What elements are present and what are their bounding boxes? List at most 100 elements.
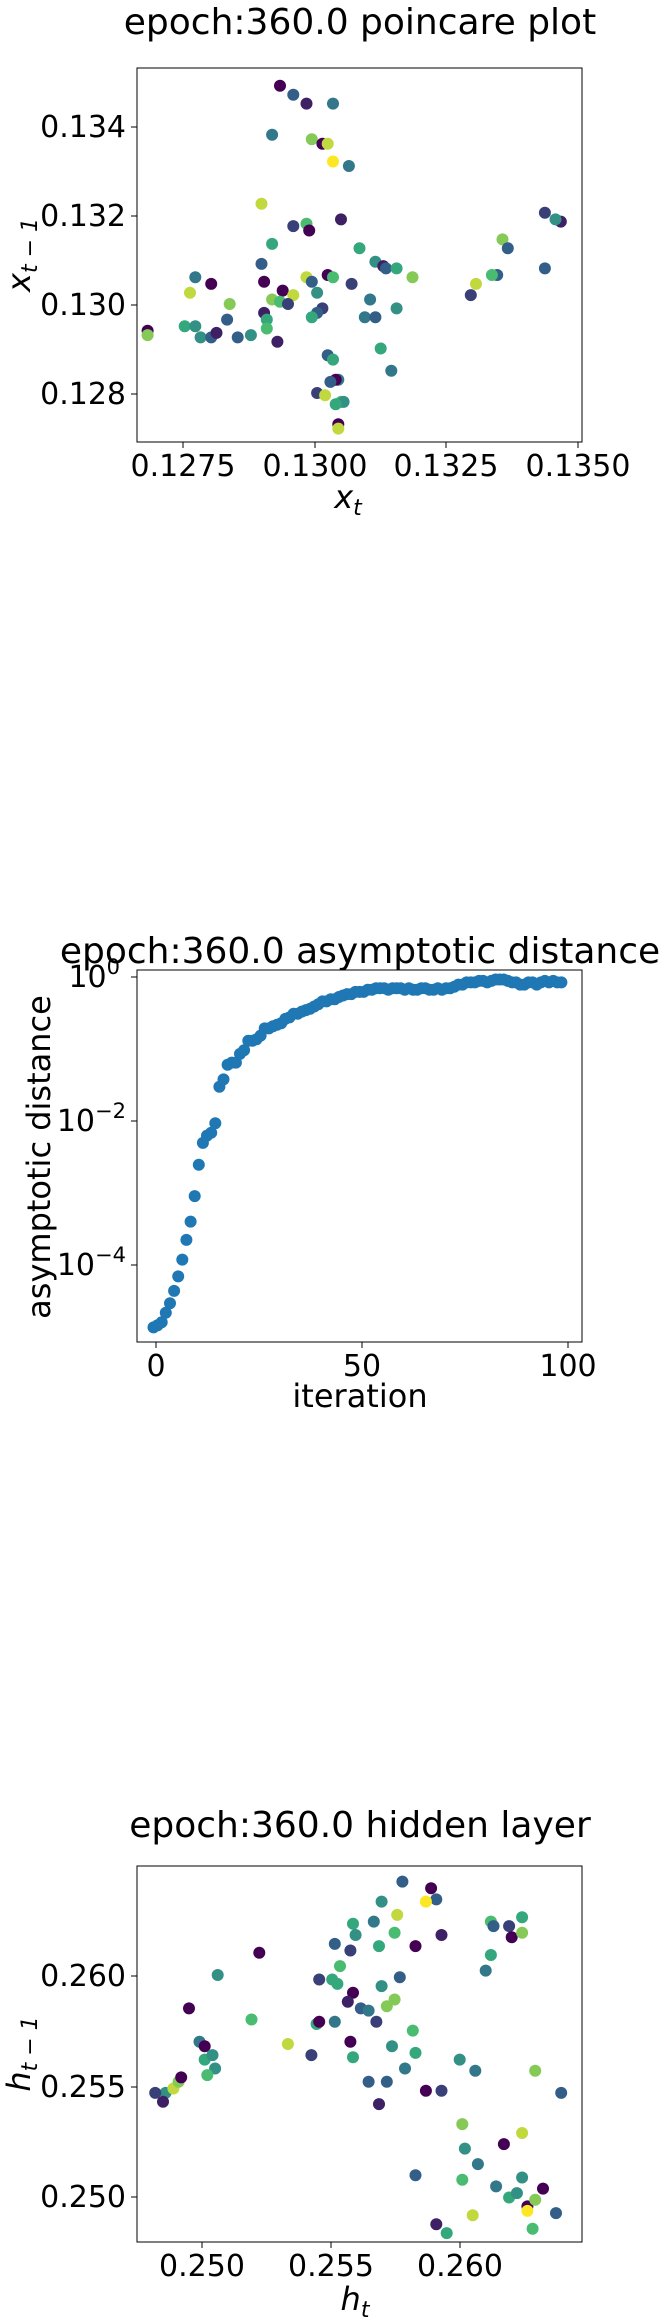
hidden-point xyxy=(516,1926,529,1939)
poincare-point xyxy=(255,197,268,210)
poincare-point xyxy=(178,320,191,333)
hidden-point xyxy=(516,1911,529,1924)
hidden-point xyxy=(406,2024,419,2037)
hidden-point xyxy=(490,2180,503,2193)
poincare-point xyxy=(194,331,207,344)
poincare-xtick-label: 0.1275 xyxy=(131,449,236,484)
hidden-point xyxy=(458,2142,471,2155)
poincare-ytick-label: 0.132 xyxy=(40,199,126,234)
poincare-plot-area xyxy=(136,67,583,443)
hidden-point xyxy=(550,2207,562,2220)
poincare-point xyxy=(485,269,498,281)
poincare-ytick-label: 0.134 xyxy=(40,110,126,145)
asymptotic-point xyxy=(209,1117,222,1130)
hidden-xtick-label: 0.260 xyxy=(417,2249,503,2284)
poincare-point xyxy=(319,389,332,402)
poincare-point xyxy=(332,422,345,435)
hidden-plot-area xyxy=(136,1865,583,2243)
hidden-point xyxy=(362,2004,375,2017)
poincare-point xyxy=(538,206,551,219)
hidden-ylabel: ht − 1 xyxy=(0,2016,43,2091)
poincare-point xyxy=(231,331,244,344)
poincare-point xyxy=(501,242,514,255)
poincare-point xyxy=(374,342,387,355)
asymptotic-point xyxy=(159,1306,172,1319)
poincare-point xyxy=(287,220,300,233)
poincare-point xyxy=(321,137,334,150)
poincare-title: epoch:360.0 poincare plot xyxy=(124,2,596,43)
poincare-point xyxy=(287,289,300,302)
hidden-point xyxy=(430,2218,443,2231)
asymptotic-point xyxy=(176,1253,189,1266)
asymptotic-xlabel: iteration xyxy=(292,1377,427,1415)
hidden-point xyxy=(386,2040,398,2053)
poincare-point xyxy=(274,79,286,92)
poincare-point xyxy=(364,293,377,306)
hidden-point xyxy=(281,2038,294,2050)
poincare-point xyxy=(258,275,271,288)
hidden-point xyxy=(435,2084,448,2097)
hidden-point xyxy=(375,1980,388,1993)
asymptotic-chart: epoch:360.0 asymptotic distance 0 50 100… xyxy=(20,931,660,1415)
poincare-point xyxy=(287,88,300,101)
asymptotic-point xyxy=(184,1215,197,1228)
hidden-point xyxy=(516,2171,529,2184)
hidden-point xyxy=(396,1875,409,1888)
hidden-point xyxy=(529,2193,542,2206)
poincare-point xyxy=(549,213,562,226)
hidden-point xyxy=(419,2084,432,2097)
hidden-point xyxy=(471,2158,484,2171)
poincare-point xyxy=(305,133,318,146)
poincare-point xyxy=(358,311,371,324)
hidden-title: epoch:360.0 hidden layer xyxy=(129,1805,591,1846)
asymptotic-point xyxy=(180,1233,193,1246)
hidden-point xyxy=(453,2053,466,2066)
poincare-point xyxy=(464,289,477,302)
poincare-xtick-label: 0.1300 xyxy=(263,449,368,484)
hidden-point xyxy=(391,1908,404,1921)
hidden-point xyxy=(198,2040,211,2053)
hidden-point xyxy=(388,1993,401,2006)
asymptotic-xtick-label: 100 xyxy=(539,1349,596,1384)
hidden-point xyxy=(510,2187,523,2200)
hidden-point xyxy=(211,1969,224,1981)
asymptotic-xtick-label: 50 xyxy=(343,1349,381,1384)
hidden-point xyxy=(328,1937,341,1950)
poincare-points xyxy=(141,79,567,435)
hidden-point xyxy=(388,1926,401,1939)
hidden-point xyxy=(245,2013,258,2026)
hidden-point xyxy=(521,2204,534,2217)
poincare-point xyxy=(369,311,382,324)
hidden-point xyxy=(367,1915,380,1928)
hidden-xlabel: ht xyxy=(341,2280,371,2323)
hidden-point xyxy=(466,2209,479,2222)
poincare-point xyxy=(244,329,257,342)
asymptotic-point xyxy=(188,1190,201,1203)
poincare-ytick-label: 0.130 xyxy=(40,288,126,323)
poincare-point xyxy=(189,271,202,284)
poincare-point xyxy=(406,271,419,284)
poincare-ylabel: xt − 1 xyxy=(0,218,43,293)
hidden-point xyxy=(430,1893,443,1906)
hidden-point xyxy=(206,2049,219,2062)
poincare-point xyxy=(300,97,313,110)
hidden-point xyxy=(347,2051,359,2064)
poincare-point xyxy=(260,313,273,326)
asymptotic-point xyxy=(155,1316,168,1329)
hidden-point xyxy=(526,2222,539,2235)
hidden-ytick-label: 0.255 xyxy=(40,2070,126,2105)
poincare-point xyxy=(223,298,236,310)
hidden-point xyxy=(516,2127,529,2139)
asymptotic-point xyxy=(164,1297,176,1310)
hidden-point xyxy=(183,2002,195,2015)
hidden-point xyxy=(157,2095,169,2108)
hidden-ytick-label: 0.260 xyxy=(40,1959,126,1994)
hidden-point xyxy=(373,1940,385,1953)
asymptotic-ytick-label: 100 xyxy=(68,955,120,995)
poincare-point xyxy=(282,298,294,310)
hidden-point xyxy=(313,2015,326,2028)
poincare-point xyxy=(327,97,339,110)
hidden-point xyxy=(456,2173,469,2186)
hidden-point xyxy=(393,1971,406,1984)
hidden-xtick-label: 0.255 xyxy=(288,2249,374,2284)
